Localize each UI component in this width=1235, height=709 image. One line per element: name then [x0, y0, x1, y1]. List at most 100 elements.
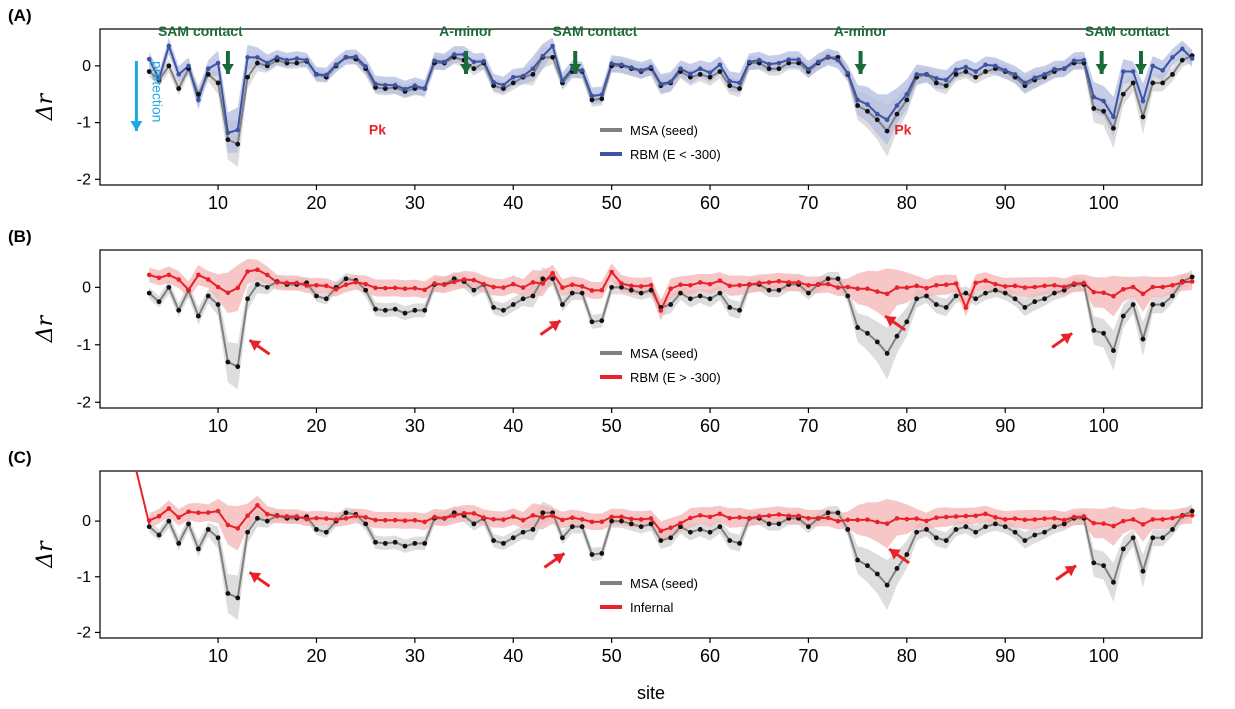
msa-seed-point: [619, 284, 624, 290]
msa-seed-point: [619, 518, 624, 524]
msa-seed-point: [973, 74, 979, 80]
model-point: [1111, 293, 1116, 299]
green-down-arrow: [1095, 51, 1108, 74]
model-point: [1101, 98, 1106, 104]
model-point: [1081, 57, 1087, 63]
model-point: [599, 519, 605, 525]
model-point: [934, 282, 939, 288]
msa-seed-point: [599, 96, 605, 102]
red-pointer-arrow: [1055, 564, 1077, 581]
model-point: [845, 70, 851, 76]
red-pointer-arrow: [248, 571, 271, 588]
model-point: [953, 67, 959, 73]
msa-seed-point: [146, 524, 152, 530]
x-tick-label: 90: [995, 416, 1015, 436]
model-point: [894, 285, 900, 290]
msa-seed-point: [1012, 296, 1018, 302]
model-point: [235, 526, 241, 531]
msa-seed-point: [865, 330, 870, 336]
model-point: [353, 54, 359, 60]
msa-seed-point: [707, 296, 713, 302]
msa-seed-point: [255, 60, 260, 66]
model-point: [186, 509, 191, 515]
model-point: [688, 515, 693, 521]
msa-seed-point: [1061, 287, 1067, 293]
model-point: [461, 510, 467, 516]
model-point: [973, 280, 978, 286]
msa-seed-point: [737, 540, 742, 546]
model-point: [156, 76, 162, 82]
msa-seed-point: [1189, 508, 1195, 514]
msa-seed-point: [992, 521, 998, 527]
y-tick-label: 0: [82, 513, 91, 530]
msa-seed-point: [1101, 563, 1107, 569]
model-point: [451, 513, 457, 518]
msa-seed-point: [392, 306, 398, 312]
msa-seed-point: [235, 595, 241, 601]
msa-seed-point: [609, 518, 615, 524]
model-point: [1101, 521, 1106, 526]
msa-seed-point: [865, 108, 870, 114]
msa-seed-point: [245, 529, 250, 535]
model-point: [1042, 283, 1047, 289]
model-point: [668, 525, 673, 531]
green-down-arrow: [1134, 51, 1147, 74]
model-point: [550, 270, 555, 276]
msa-seed-point: [717, 69, 723, 74]
model-point: [678, 282, 683, 288]
model-point: [550, 513, 555, 518]
model-point: [245, 269, 250, 274]
msa-seed-point: [1160, 535, 1166, 541]
model-point: [894, 103, 900, 108]
model-point: [510, 514, 516, 519]
model-point: [914, 516, 919, 521]
x-tick-label: 100: [1089, 193, 1119, 213]
msa-seed-point: [1160, 302, 1166, 307]
model-point: [943, 514, 949, 520]
model-point: [333, 62, 339, 68]
msa-seed-point: [156, 532, 162, 538]
msa-seed-point: [638, 290, 644, 296]
msa-seed-point: [392, 539, 398, 545]
model-point: [560, 285, 565, 290]
model-point: [245, 513, 250, 519]
green-annotation-label: SAM contact: [158, 23, 243, 39]
model-point: [304, 57, 309, 63]
msa-seed-point: [737, 307, 742, 313]
model-point: [1032, 284, 1038, 290]
x-tick-label: 10: [208, 193, 228, 213]
msa-seed-point: [363, 521, 369, 527]
green-down-arrow: [854, 51, 867, 74]
x-tick-label: 40: [503, 646, 523, 666]
msa-seed-point: [924, 293, 929, 299]
msa-seed-point: [343, 276, 349, 282]
msa-seed-point: [1042, 529, 1047, 535]
model-point: [294, 514, 300, 519]
msa-seed-point: [589, 319, 595, 325]
red-pointer-arrow: [539, 319, 562, 336]
msa-seed-point: [205, 71, 211, 77]
model-point: [491, 80, 496, 85]
msa-seed-point: [550, 276, 556, 282]
model-point: [678, 66, 683, 72]
model-point: [934, 515, 939, 521]
model-point: [343, 282, 349, 288]
msa-seed-point: [1170, 527, 1175, 532]
panel-a: (A) Δr -2 -1 0 10 20 30 40 50 60 70 80 90 100 MSA (seed…: [8, 6, 1203, 213]
model-point: [1189, 279, 1195, 284]
legend: MSA (seed) RBM (E < -300): [600, 123, 721, 162]
msa-seed-point: [658, 538, 664, 543]
model-point: [835, 57, 841, 63]
model-band: [149, 37, 1193, 153]
model-point: [255, 267, 260, 273]
model-point: [806, 515, 811, 521]
msa-seed-point: [294, 60, 300, 66]
model-point: [776, 278, 782, 284]
x-tick-label: 100: [1089, 646, 1119, 666]
model-point: [471, 277, 477, 283]
msa-seed-point: [687, 74, 693, 80]
msa-seed-point: [1150, 80, 1156, 86]
msa-seed-point: [501, 540, 506, 546]
msa-seed-point: [491, 538, 496, 543]
model-point: [648, 282, 654, 288]
